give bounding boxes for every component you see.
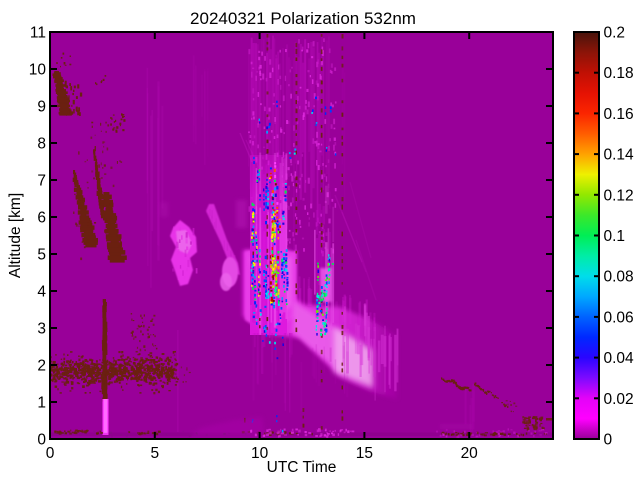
- svg-text:0.06: 0.06: [604, 309, 634, 326]
- svg-text:5: 5: [37, 246, 46, 263]
- svg-text:0: 0: [37, 431, 46, 448]
- svg-text:0: 0: [46, 445, 55, 462]
- svg-text:15: 15: [356, 445, 373, 462]
- svg-text:10: 10: [29, 61, 47, 78]
- svg-text:Altitude [km]: Altitude [km]: [7, 193, 24, 278]
- svg-text:0.1: 0.1: [604, 228, 626, 245]
- svg-text:0.2: 0.2: [604, 25, 626, 42]
- svg-text:0.12: 0.12: [604, 187, 634, 204]
- svg-text:7: 7: [37, 172, 46, 189]
- svg-text:20240321 Polarization 532nm: 20240321 Polarization 532nm: [190, 9, 416, 28]
- svg-text:2: 2: [37, 357, 46, 374]
- svg-text:UTC Time: UTC Time: [267, 459, 337, 476]
- svg-text:0.08: 0.08: [604, 269, 634, 286]
- svg-text:0.16: 0.16: [604, 106, 634, 123]
- svg-text:4: 4: [37, 283, 46, 300]
- svg-text:8: 8: [37, 135, 46, 152]
- svg-text:3: 3: [37, 320, 46, 337]
- svg-text:9: 9: [37, 98, 46, 115]
- svg-text:0.02: 0.02: [604, 391, 634, 408]
- svg-text:1: 1: [37, 394, 46, 411]
- svg-text:0: 0: [604, 432, 613, 449]
- svg-text:0.18: 0.18: [604, 65, 634, 82]
- svg-text:10: 10: [251, 445, 269, 462]
- svg-text:5: 5: [150, 445, 159, 462]
- svg-text:20: 20: [461, 445, 479, 462]
- svg-text:11: 11: [30, 24, 46, 41]
- svg-text:0.14: 0.14: [604, 147, 635, 164]
- svg-text:0.04: 0.04: [604, 350, 635, 367]
- svg-text:6: 6: [37, 209, 46, 226]
